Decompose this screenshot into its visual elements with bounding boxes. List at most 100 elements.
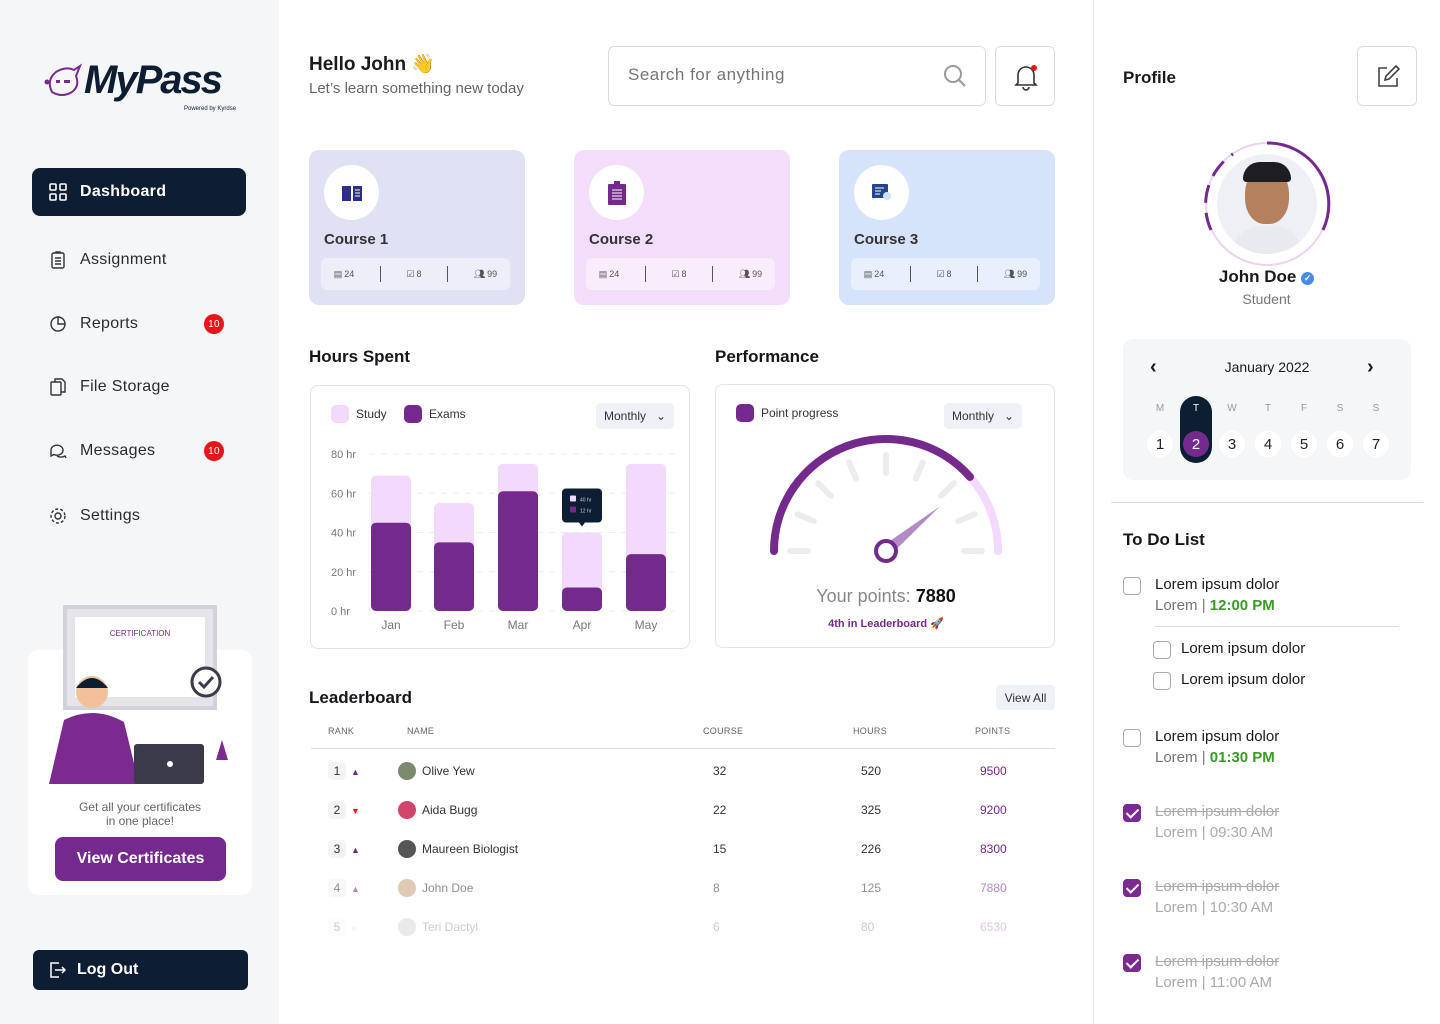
calendar-day[interactable]: 4 [1255, 431, 1281, 457]
lessons-stat: ▤ 24 [863, 268, 885, 280]
performance-period-select[interactable]: Monthly ⌄ [944, 403, 1023, 429]
hours-spent-title: Hours Spent [309, 347, 411, 366]
notification-badge: 10 [204, 441, 224, 461]
column-name: NAME [407, 726, 435, 736]
column-course: COURSE [703, 726, 744, 736]
todo-checkbox[interactable] [1123, 577, 1141, 595]
divider [311, 748, 1055, 749]
prev-month-button[interactable]: ‹ [1150, 356, 1157, 378]
book-icon: ▤ [863, 268, 873, 279]
sidebar-item-file-storage[interactable]: File Storage [32, 363, 246, 411]
table-row[interactable]: 5 ● Teri Dactyl 6 80 6530 [310, 907, 1055, 946]
notifications-button[interactable] [995, 46, 1055, 106]
grid-icon [49, 183, 67, 201]
weekday-label: T [1264, 403, 1272, 414]
course-count: 8 [713, 880, 720, 895]
logout-icon [50, 962, 67, 978]
legend-point-progress: Point progress [736, 404, 838, 422]
search-input[interactable] [628, 65, 928, 85]
notification-badge: 10 [204, 314, 224, 334]
course-count: 6 [713, 919, 720, 934]
greeting-subtitle: Let’s learn something new today [309, 80, 524, 97]
assignments-stat: ☑ 8 [936, 268, 952, 280]
todo-title: Lorem ipsum dolor [1155, 728, 1280, 745]
course-card[interactable]: Course 2 ▤ 24 ☑ 8 👥︎ 99 [574, 150, 790, 305]
assignments-stat: ☑ 8 [671, 268, 687, 280]
todo-title: Lorem ipsum dolor [1155, 878, 1280, 895]
users-icon: 👥︎ [473, 268, 486, 279]
verified-icon: ✓ [1301, 272, 1315, 285]
calendar-month: January 2022 [1224, 359, 1310, 375]
edit-profile-button[interactable] [1357, 46, 1417, 106]
students-stat: 👥︎ 99 [738, 268, 763, 280]
search-box[interactable] [608, 46, 986, 106]
sidebar-item-label: Dashboard [80, 183, 167, 200]
sidebar-item-dashboard[interactable]: Dashboard [32, 168, 246, 216]
table-row[interactable]: 2 ▼ Aida Bugg 22 325 9200 [310, 790, 1055, 829]
points: 8300 [980, 841, 1007, 856]
bar-exams-jan[interactable] [371, 522, 411, 611]
bar-exams-mar[interactable] [498, 491, 538, 611]
todo-checkbox[interactable] [1123, 804, 1141, 822]
calendar-day[interactable]: 7 [1363, 431, 1389, 457]
bar-exams-apr[interactable] [562, 587, 602, 611]
mascot-icon [44, 63, 83, 96]
gear-icon [50, 508, 66, 524]
calendar-day[interactable]: 1 [1147, 431, 1173, 457]
book-icon: ▤ [598, 268, 608, 279]
student-illustration [49, 666, 228, 784]
table-row[interactable]: 1 ▲ Olive Yew 32 520 9500 [310, 751, 1055, 790]
hours-period-select[interactable]: Monthly ⌄ [596, 403, 675, 429]
calendar-day[interactable]: 6 [1327, 431, 1353, 457]
player-name: Olive Yew [422, 763, 475, 778]
divider [1155, 626, 1399, 627]
x-tick-label: May [635, 618, 658, 632]
course-stats: ▤ 24 ☑ 8 👥︎ 99 [321, 258, 510, 290]
course-card[interactable]: Course 1 ▤ 24 ☑ 8 👥︎ 99 [309, 150, 525, 305]
sidebar-item-messages[interactable]: Messages 10 [32, 427, 246, 475]
weekday-label: T [1192, 403, 1200, 414]
bar-exams-feb[interactable] [434, 542, 474, 611]
points-readout: Your points: 7880 [816, 586, 956, 606]
chevron-down-icon: ⌄ [1004, 409, 1015, 423]
sidebar-item-settings[interactable]: Settings [32, 492, 246, 540]
gauge-hub [874, 539, 898, 563]
sidebar-item-assignment[interactable]: Assignment [32, 236, 246, 284]
sidebar-item-label: Settings [80, 507, 141, 524]
todo-meta: Lorem | 11:00 AM [1155, 974, 1273, 991]
rank: 5 [328, 917, 346, 936]
todo-checkbox[interactable] [1123, 879, 1141, 897]
y-tick-label: 60 hr [331, 488, 356, 500]
clipboard-check-icon: ☑ [406, 268, 415, 279]
todo-checkbox[interactable] [1123, 729, 1141, 747]
trend-up-icon: ▲ [351, 883, 360, 894]
table-row[interactable]: 4 ▲ John Doe 8 125 7880 [310, 868, 1055, 907]
bar-exams-may[interactable] [626, 554, 666, 611]
view-all-button[interactable]: View All [996, 685, 1055, 710]
logout-button[interactable]: Log Out [33, 950, 248, 990]
x-tick-label: Jan [381, 618, 400, 632]
clipboard-icon [51, 251, 65, 269]
calendar-day[interactable]: 3 [1219, 431, 1245, 457]
users-icon: 👥︎ [738, 268, 751, 279]
mypass-logo[interactable]: MyPass Powered by Kyrdse [44, 58, 244, 116]
todo-meta: Lorem | 12:00 PM [1155, 597, 1275, 614]
todo-checkbox[interactable] [1123, 954, 1141, 972]
hours: 520 [861, 763, 882, 778]
calendar-day[interactable]: 2 [1183, 431, 1209, 457]
view-certificates-button[interactable]: View Certificates [55, 837, 226, 881]
next-month-button[interactable]: › [1367, 356, 1374, 378]
sidebar-item-reports[interactable]: Reports 10 [32, 300, 246, 348]
tooltip-pointer [579, 522, 585, 527]
todo-time: 12:00 PM [1209, 597, 1275, 614]
search-icon[interactable] [943, 64, 967, 88]
course-card[interactable]: Course 3 ▤ 24 ☑ 8 👥︎ 99 [839, 150, 1055, 305]
table-row[interactable]: 3 ▲ Maureen Biologist 15 226 8300 [310, 829, 1055, 868]
todo-time: 11:00 AM [1209, 974, 1273, 991]
todo-checkbox[interactable] [1153, 672, 1171, 690]
points-gauge [770, 435, 1002, 563]
calendar-day[interactable]: 5 [1291, 431, 1317, 457]
todo-checkbox[interactable] [1153, 641, 1171, 659]
todo-meta: Lorem | 01:30 PM [1155, 749, 1275, 766]
tooltip-value: 40 hr [580, 498, 592, 504]
